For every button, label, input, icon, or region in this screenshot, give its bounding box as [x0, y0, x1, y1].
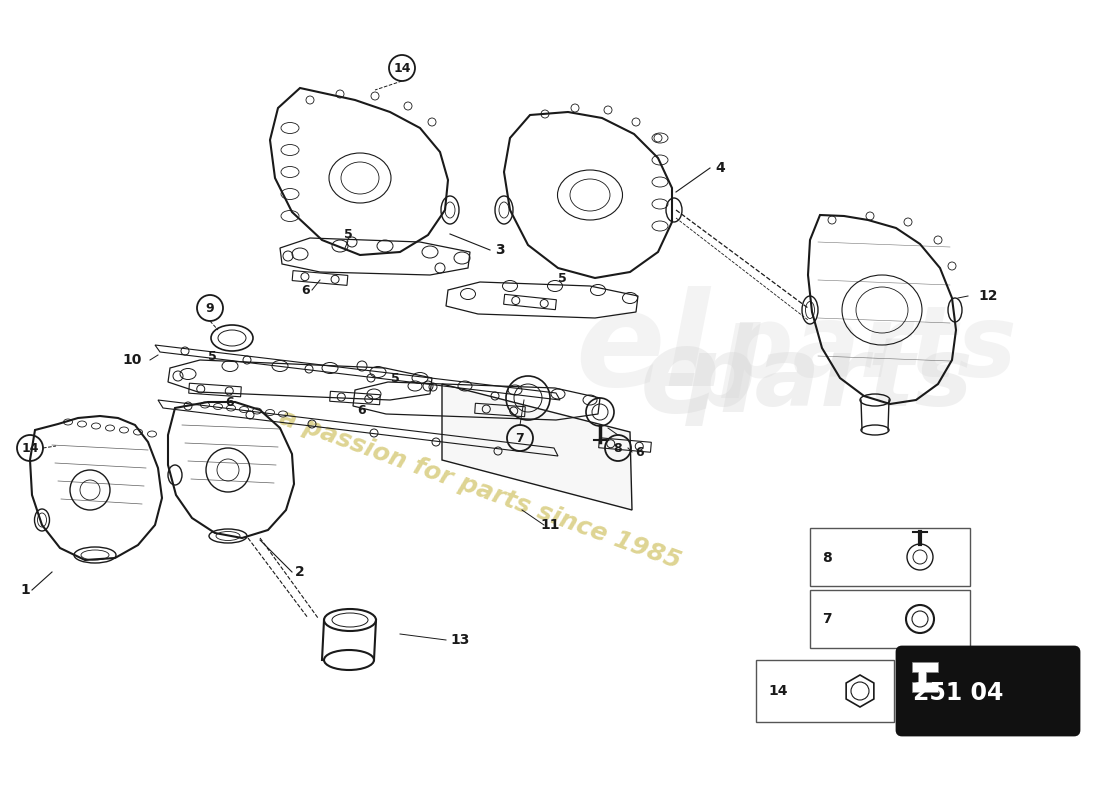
- Text: 3: 3: [495, 243, 505, 257]
- Text: 7: 7: [822, 612, 832, 626]
- Text: 8: 8: [822, 551, 832, 565]
- Text: 11: 11: [540, 518, 560, 532]
- Text: 14: 14: [394, 62, 410, 74]
- Text: parts: parts: [686, 334, 974, 426]
- Text: parts: parts: [722, 302, 1018, 398]
- FancyBboxPatch shape: [810, 528, 970, 586]
- Text: 251 04: 251 04: [913, 681, 1003, 705]
- Text: 8: 8: [614, 442, 623, 454]
- Text: 1: 1: [20, 583, 30, 597]
- FancyBboxPatch shape: [896, 647, 1079, 735]
- Text: el: el: [575, 286, 710, 414]
- FancyBboxPatch shape: [810, 590, 970, 648]
- Text: 2: 2: [295, 565, 305, 579]
- Text: 4: 4: [715, 161, 725, 175]
- Text: 14: 14: [768, 684, 788, 698]
- Text: 5: 5: [390, 371, 399, 385]
- FancyBboxPatch shape: [756, 660, 894, 722]
- Text: 12: 12: [978, 289, 998, 303]
- Text: 5: 5: [208, 350, 217, 362]
- Text: 6: 6: [358, 403, 366, 417]
- Polygon shape: [912, 662, 938, 692]
- Polygon shape: [442, 384, 632, 510]
- Text: 14: 14: [21, 442, 38, 454]
- Text: 6: 6: [301, 283, 310, 297]
- Text: 5: 5: [343, 227, 352, 241]
- Text: 7: 7: [516, 431, 525, 445]
- Text: 10: 10: [122, 353, 142, 367]
- Text: 9: 9: [206, 302, 214, 314]
- Text: 13: 13: [450, 633, 470, 647]
- Text: 5: 5: [558, 271, 566, 285]
- Text: 6: 6: [226, 395, 234, 409]
- Text: el: el: [640, 322, 760, 438]
- Text: a passion for parts since 1985: a passion for parts since 1985: [276, 406, 684, 574]
- Text: 6: 6: [636, 446, 645, 458]
